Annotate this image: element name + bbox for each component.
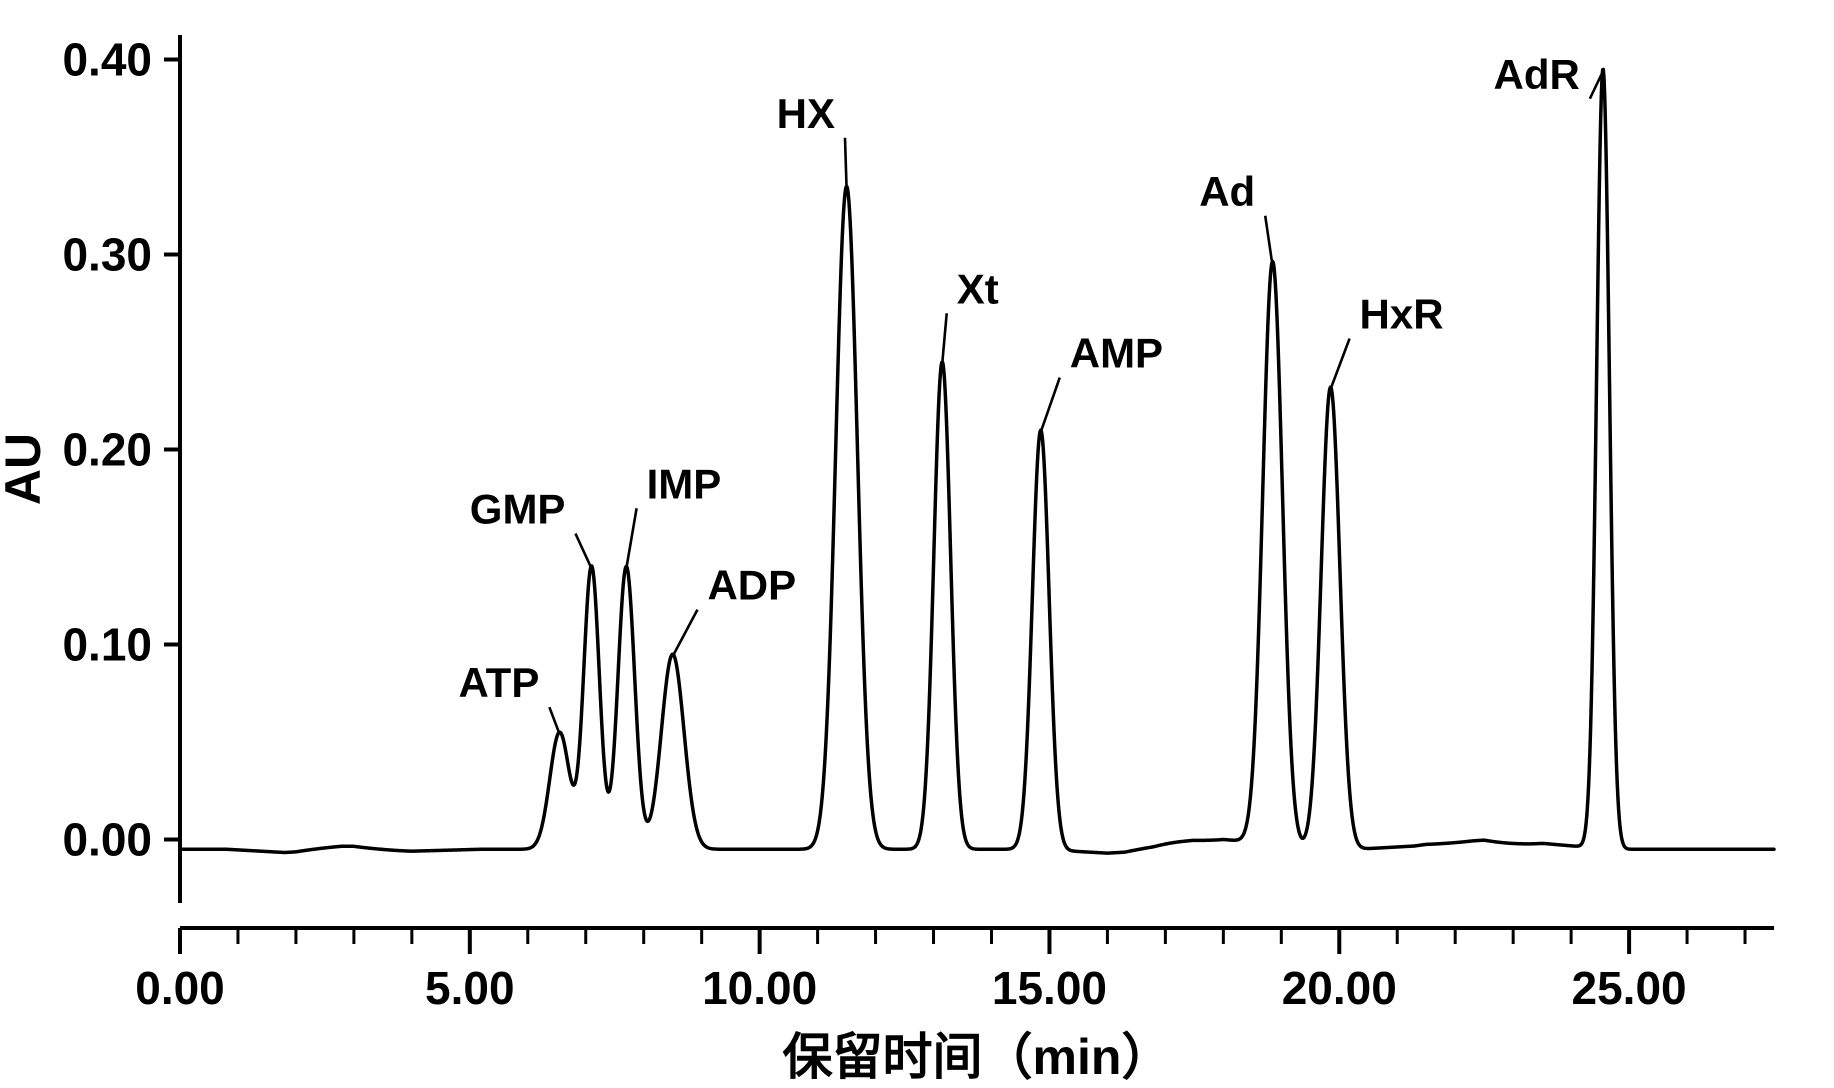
peak-label-amp: AMP (1070, 330, 1163, 377)
x-tick-label: 20.00 (1282, 962, 1397, 1014)
x-axis-title: 保留时间（min） (783, 1029, 1172, 1085)
x-tick-label: 5.00 (425, 962, 515, 1014)
chromatogram-chart: ATP GMP IMP ADP HX Xt AMP Ad HxR AdR 0.00 0.10 0.20 0… (0, 0, 1834, 1088)
peak-label-ad: Ad (1199, 168, 1255, 215)
peak-label-atp: ATP (458, 659, 539, 706)
x-tick-label: 15.00 (992, 962, 1107, 1014)
peak-label-hx: HX (777, 90, 835, 137)
peak-label-xt: Xt (957, 265, 999, 312)
x-tick-label: 10.00 (702, 962, 817, 1014)
y-tick-label: 0.20 (62, 424, 152, 476)
y-tick-label: 0.10 (62, 619, 152, 671)
y-tick-label: 0.30 (62, 229, 152, 281)
y-tick-label: 0.00 (62, 814, 152, 866)
chart-svg: ATP GMP IMP ADP HX Xt AMP Ad HxR AdR 0.00 0.10 0.20 0… (0, 0, 1834, 1088)
peak-label-gmp: GMP (470, 486, 566, 533)
x-tick-label: 0.00 (135, 962, 225, 1014)
peak-leader-hx (845, 138, 847, 189)
peak-label-hxr: HxR (1360, 291, 1444, 338)
y-axis-title: AU (0, 433, 51, 505)
y-tick-label: 0.40 (62, 34, 152, 86)
peak-label-adp: ADP (707, 562, 796, 609)
peak-label-imp: IMP (647, 460, 722, 507)
x-tick-label: 25.00 (1572, 962, 1687, 1014)
peak-label-adr: AdR (1493, 51, 1579, 98)
